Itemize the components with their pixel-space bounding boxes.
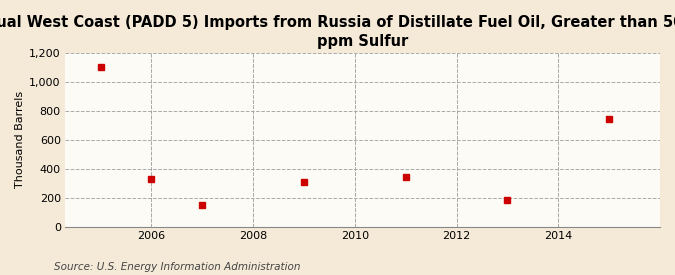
Y-axis label: Thousand Barrels: Thousand Barrels (15, 91, 25, 188)
Text: Source: U.S. Energy Information Administration: Source: U.S. Energy Information Administ… (54, 262, 300, 272)
Title: Annual West Coast (PADD 5) Imports from Russia of Distillate Fuel Oil, Greater t: Annual West Coast (PADD 5) Imports from … (0, 15, 675, 49)
